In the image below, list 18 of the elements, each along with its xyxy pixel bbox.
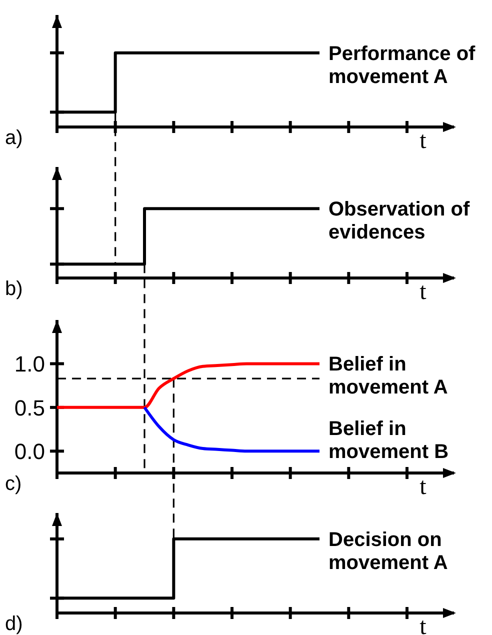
x-axis-title: t [420,474,427,500]
series-label: Performance of movement A [328,42,476,88]
line-series [56,362,321,409]
series-label: Decision on movement A [328,528,448,574]
series-label: Belief in movement B [328,418,449,464]
series-label: Belief in movement A [328,354,448,399]
text: c) [5,473,22,495]
text: d) [5,613,23,635]
x-axis-title: t [420,128,427,154]
text: a) [5,127,23,149]
x-axis-title: t [420,614,427,635]
x-axis-title: t [420,279,427,305]
series-label: Observation of evidences [328,198,470,244]
y-tick-label: 0.0 [14,439,45,464]
y-tick-label: 0.5 [14,395,45,420]
text: b) [5,278,23,300]
y-tick-label: 1.0 [14,352,45,377]
line-series [143,406,321,453]
